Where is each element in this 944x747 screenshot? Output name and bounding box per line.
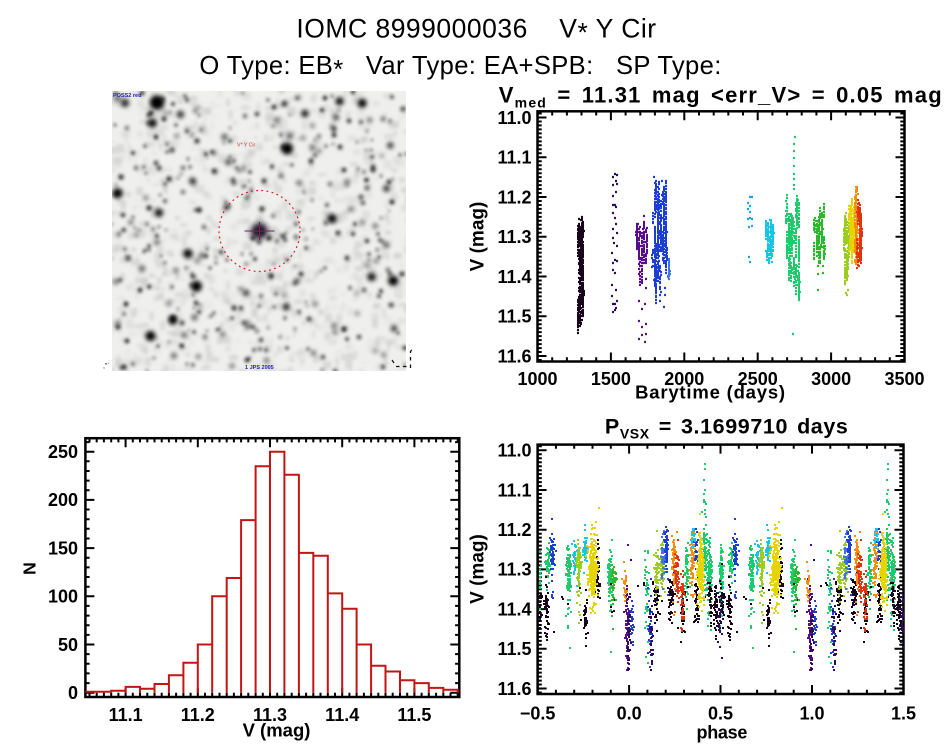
svg-text:V* Y Cir: V* Y Cir [237, 142, 256, 148]
svg-text:0.5: 0.5 [708, 703, 733, 723]
svg-text:100: 100 [48, 587, 78, 607]
svg-text:11.2: 11.2 [497, 520, 531, 540]
svg-text:11.1: 11.1 [497, 148, 531, 168]
svg-text:11.4: 11.4 [497, 267, 531, 287]
svg-text:11.6: 11.6 [497, 346, 531, 366]
svg-text:2500: 2500 [738, 369, 778, 389]
svg-text:11.1: 11.1 [109, 705, 143, 725]
svg-text:11.6: 11.6 [497, 679, 531, 699]
svg-text:V (mag): V (mag) [467, 202, 488, 272]
svg-text:50: 50 [58, 635, 78, 655]
svg-text:0.0: 0.0 [617, 703, 642, 723]
svg-text:11.3: 11.3 [497, 560, 531, 580]
svg-text:−0.5: −0.5 [520, 703, 556, 723]
svg-text:200: 200 [48, 490, 78, 510]
svg-text:Barytime (days): Barytime (days) [635, 382, 786, 403]
svg-text:3500: 3500 [884, 369, 924, 389]
svg-text:11.5: 11.5 [497, 307, 531, 327]
svg-text:11.4: 11.4 [497, 599, 531, 619]
svg-text:11.0: 11.0 [497, 108, 531, 128]
svg-text:POSS2 red: POSS2 red [113, 93, 141, 99]
svg-text:1000: 1000 [517, 369, 557, 389]
svg-text:1500: 1500 [591, 369, 631, 389]
svg-text:N: N [19, 562, 39, 575]
svg-text:1.0: 1.0 [799, 703, 824, 723]
svg-text:11.4: 11.4 [325, 705, 359, 725]
svg-text:O Type: EB* Var Type: EA+SPB: O Type: EB* Var Type: EA+SPB: SP Type: [199, 52, 721, 84]
svg-text:1.5: 1.5 [891, 703, 916, 723]
svg-text:Vmed = 11.31 mag <err_V> = 0.0: Vmed = 11.31 mag <err_V> = 0.05 mag [499, 82, 943, 110]
svg-text:250: 250 [48, 442, 78, 462]
svg-text:1 JPS 2005: 1 JPS 2005 [245, 365, 274, 371]
svg-text:IOMC 8999000036 V* Y Cir: IOMC 8999000036 V* Y Cir [296, 14, 656, 48]
svg-text:11.5: 11.5 [497, 639, 531, 659]
svg-text:3000: 3000 [811, 369, 851, 389]
svg-text:V (mag): V (mag) [467, 534, 488, 604]
svg-text:V (mag): V (mag) [243, 720, 311, 741]
svg-text:11.3: 11.3 [497, 227, 531, 247]
svg-text:2000: 2000 [664, 369, 704, 389]
svg-text:11.2: 11.2 [181, 705, 215, 725]
svg-text:phase: phase [697, 723, 748, 743]
svg-text:11.0: 11.0 [497, 441, 531, 461]
svg-text:11.1: 11.1 [497, 480, 531, 500]
svg-text:11.2: 11.2 [497, 187, 531, 207]
svg-text:11.5: 11.5 [397, 705, 431, 725]
svg-text:,”ˈ: ,”ˈ [103, 362, 110, 370]
svg-text:150: 150 [48, 538, 78, 558]
svg-text:0: 0 [68, 683, 78, 703]
svg-text:11.3: 11.3 [253, 705, 287, 725]
